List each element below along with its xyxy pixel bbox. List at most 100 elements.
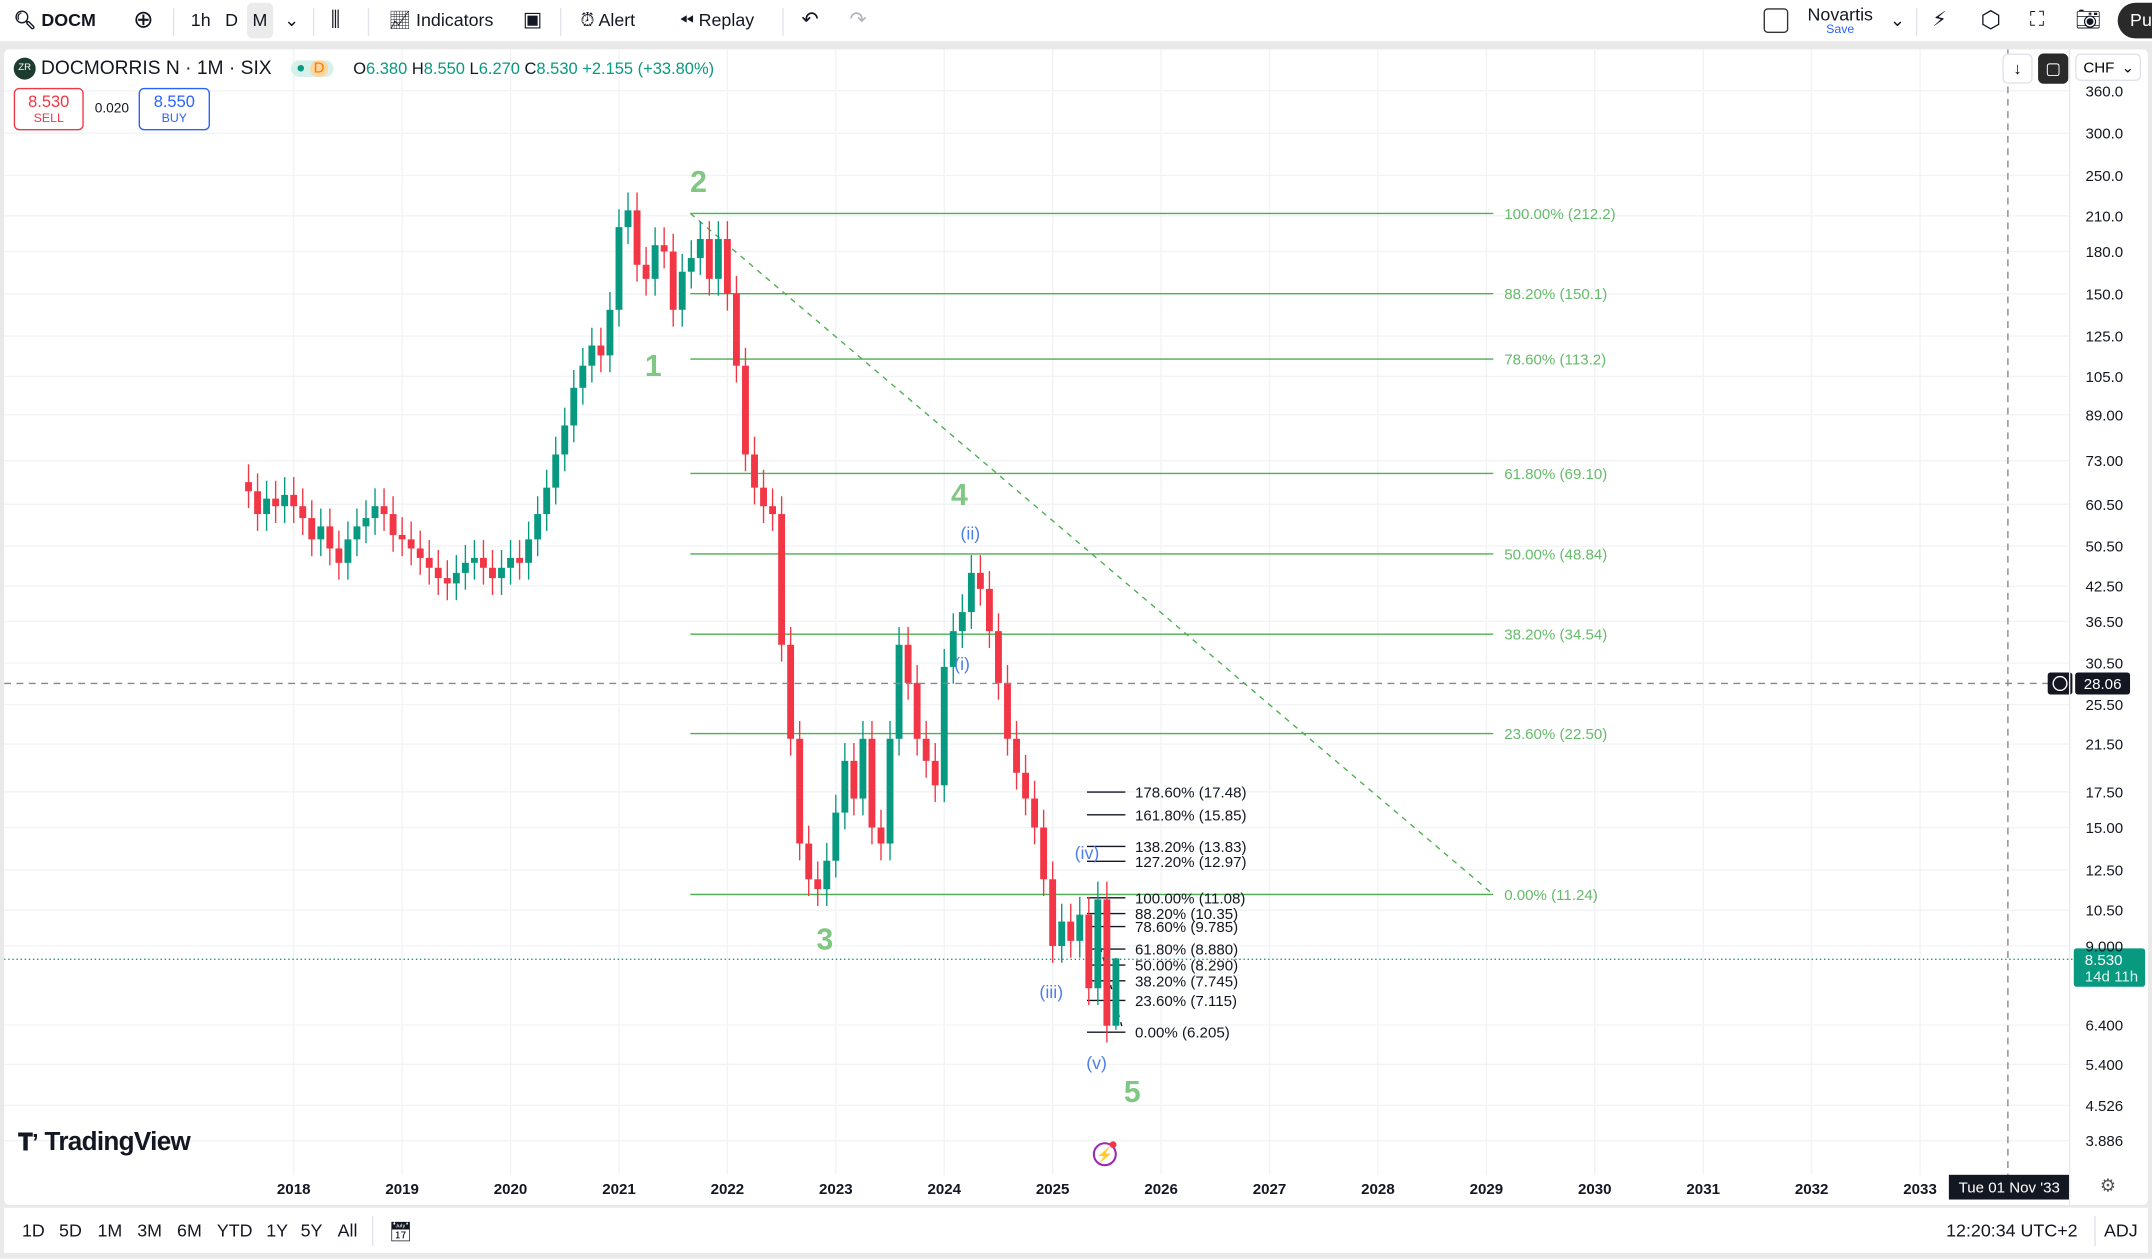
symbol-title[interactable]: DOCMORRIS N · 1M · SIX <box>41 56 272 79</box>
elliott-subwave-label[interactable]: (ii) <box>960 523 980 543</box>
candle-body[interactable] <box>362 518 370 527</box>
elliott-wave-label[interactable]: 2 <box>690 166 707 199</box>
range-button-5d[interactable]: 5D <box>59 1220 82 1241</box>
interval-m[interactable]: M <box>247 2 273 39</box>
candle-body[interactable] <box>958 612 966 632</box>
layouts-grid-icon[interactable]: ▣ <box>522 8 543 32</box>
publish-button[interactable]: Pu <box>2117 2 2152 39</box>
candle-body[interactable] <box>1049 879 1057 946</box>
layout-chevron-down-icon[interactable]: ⌄ <box>1889 9 1905 31</box>
scroll-down-arrow-icon[interactable]: ↓ <box>2002 53 2033 84</box>
candle-body[interactable] <box>1067 921 1075 941</box>
range-button-1m[interactable]: 1M <box>97 1220 123 1241</box>
candle-body[interactable] <box>489 567 496 579</box>
earnings-event-icon[interactable] <box>1092 1142 1117 1167</box>
candle-body[interactable] <box>733 293 740 366</box>
candle-body[interactable] <box>272 498 280 507</box>
candle-body[interactable] <box>606 309 614 356</box>
range-button-1d[interactable]: 1D <box>21 1220 45 1241</box>
undo-icon[interactable]: ↶ <box>801 8 819 32</box>
candle-body[interactable] <box>1094 899 1102 989</box>
candle-body[interactable] <box>254 491 261 515</box>
candle-body[interactable] <box>985 588 993 632</box>
candle-body[interactable] <box>299 506 307 519</box>
candle-body[interactable] <box>597 345 605 356</box>
candle-body[interactable] <box>805 843 813 880</box>
sell-button[interactable]: 8.530 SELL <box>13 87 84 131</box>
candle-body[interactable] <box>452 572 460 584</box>
candle-body[interactable] <box>742 365 749 455</box>
replay-button[interactable]: ⏪︎ Replay <box>679 8 754 33</box>
candle-body[interactable] <box>913 682 921 739</box>
layout-square-icon[interactable] <box>1763 8 1789 33</box>
candle-body[interactable] <box>687 258 695 272</box>
candle-body[interactable] <box>498 567 505 579</box>
elliott-subwave-label[interactable]: (i) <box>954 654 970 674</box>
candle-body[interactable] <box>967 572 975 613</box>
clock-timezone[interactable]: 12:20:34 UTC+2 <box>1946 1220 2078 1241</box>
redo-icon[interactable]: ↷ <box>849 8 867 32</box>
candle-body[interactable] <box>669 251 677 310</box>
axis-settings-gear-icon[interactable]: ⚙︎ <box>2099 1174 2116 1196</box>
candle-body[interactable] <box>552 454 560 488</box>
candle-body[interactable] <box>416 548 424 558</box>
symbol-search[interactable]: 🔍︎ DOCM <box>14 8 96 33</box>
candle-body[interactable] <box>633 210 641 265</box>
candle-body[interactable] <box>1040 827 1048 880</box>
interval-dropdown-chevron-icon[interactable]: ⌄ <box>284 9 300 31</box>
candle-body[interactable] <box>534 514 542 540</box>
price-chart[interactable]: 100.00% (212.2) 88.20% (150.1) 78.60% (113… <box>4 49 2148 1206</box>
range-button-5y[interactable]: 5Y <box>300 1220 323 1241</box>
candle-body[interactable] <box>642 264 650 279</box>
elliott-subwave-label[interactable]: (v) <box>1086 1053 1107 1073</box>
range-button-ytd[interactable]: YTD <box>216 1220 253 1241</box>
settings-gear-icon[interactable]: ⬡ <box>1980 6 2001 33</box>
fullscreen-icon[interactable]: ⛶ <box>2029 8 2045 32</box>
range-button-all[interactable]: All <box>337 1220 358 1241</box>
candle-body[interactable] <box>723 239 731 294</box>
candle-body[interactable] <box>1058 921 1066 946</box>
compare-add-icon[interactable]: ⊕ <box>133 5 154 33</box>
auto-scale-icon[interactable]: ▢ <box>2038 53 2069 84</box>
candle-body[interactable] <box>1013 738 1020 773</box>
elliott-subwave-label[interactable]: (iii) <box>1039 982 1063 1002</box>
candle-body[interactable] <box>407 539 415 549</box>
add-alert-plus-icon[interactable] <box>2047 672 2073 695</box>
candle-body[interactable] <box>335 548 343 563</box>
candle-body[interactable] <box>443 578 451 584</box>
candle-body[interactable] <box>868 738 876 828</box>
candle-body[interactable] <box>714 239 722 279</box>
candle-body[interactable] <box>1031 798 1039 828</box>
candle-body[interactable] <box>995 631 1002 683</box>
candle-style-icon[interactable]: ⫼ <box>330 8 341 32</box>
candle-body[interactable] <box>904 644 912 683</box>
candle-body[interactable] <box>940 666 948 786</box>
candle-body[interactable] <box>470 557 478 563</box>
candle-body[interactable] <box>769 506 777 515</box>
currency-select[interactable]: CHF ⌄ <box>2075 53 2142 81</box>
interval-1h[interactable]: 1h <box>190 9 211 31</box>
candle-body[interactable] <box>516 557 524 563</box>
candle-body[interactable] <box>579 365 587 388</box>
candle-body[interactable] <box>760 487 767 507</box>
elliott-wave-label[interactable]: 5 <box>1124 1076 1141 1109</box>
candle-body[interactable] <box>624 210 632 228</box>
elliott-wave-label[interactable]: 4 <box>951 479 968 512</box>
candle-body[interactable] <box>796 738 804 844</box>
candle-body[interactable] <box>651 245 659 279</box>
candle-body[interactable] <box>751 454 758 488</box>
buy-button[interactable]: 8.550 BUY <box>138 87 210 131</box>
elliott-subwave-label[interactable]: (iv) <box>1075 843 1100 863</box>
candle-body[interactable] <box>895 644 903 739</box>
candle-body[interactable] <box>823 860 831 890</box>
adjust-data-toggle[interactable]: ADJ <box>2103 1220 2138 1241</box>
candle-body[interactable] <box>434 567 442 579</box>
candle-body[interactable] <box>1112 958 1120 1026</box>
range-button-1y[interactable]: 1Y <box>266 1220 289 1241</box>
candle-body[interactable] <box>281 494 289 507</box>
candle-body[interactable] <box>263 498 271 515</box>
candle-body[interactable] <box>859 738 867 799</box>
candle-body[interactable] <box>1076 914 1084 941</box>
candle-body[interactable] <box>561 425 569 455</box>
chart-pane[interactable]: 100.00% (212.2) 88.20% (150.1) 78.60% (113… <box>4 49 2148 1206</box>
